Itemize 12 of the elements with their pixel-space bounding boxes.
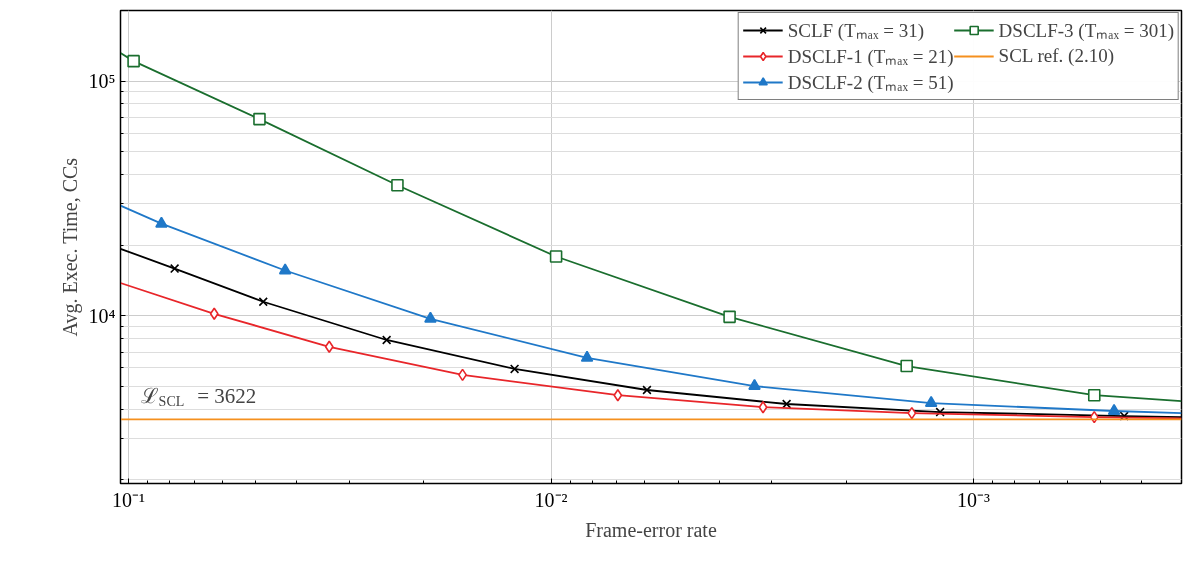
x-axis-title: Frame-error rate (585, 518, 717, 541)
legend-label: DSCLF-2 (Tₘₐₓ = 51) (787, 71, 954, 95)
y-tick-label: 10⁵ (88, 70, 116, 93)
legend-label: SCLF (Tₘₐₓ = 31) (787, 19, 925, 43)
legend-label: DSCLF-1 (Tₘₐₓ = 21) (787, 45, 954, 69)
legend-label: DSCLF-3 (Tₘₐₓ = 301) (998, 19, 1174, 43)
y-tick-label: 10⁴ (88, 304, 116, 327)
x-tick-label: 10⁻¹ (112, 488, 146, 511)
y-axis-title: Avg. Exec. Time, CCs (58, 157, 82, 337)
legend-label: SCL ref. (2.10) (998, 45, 1114, 67)
x-tick-label: 10⁻³ (957, 488, 991, 511)
x-tick-label: 10⁻² (534, 488, 568, 511)
